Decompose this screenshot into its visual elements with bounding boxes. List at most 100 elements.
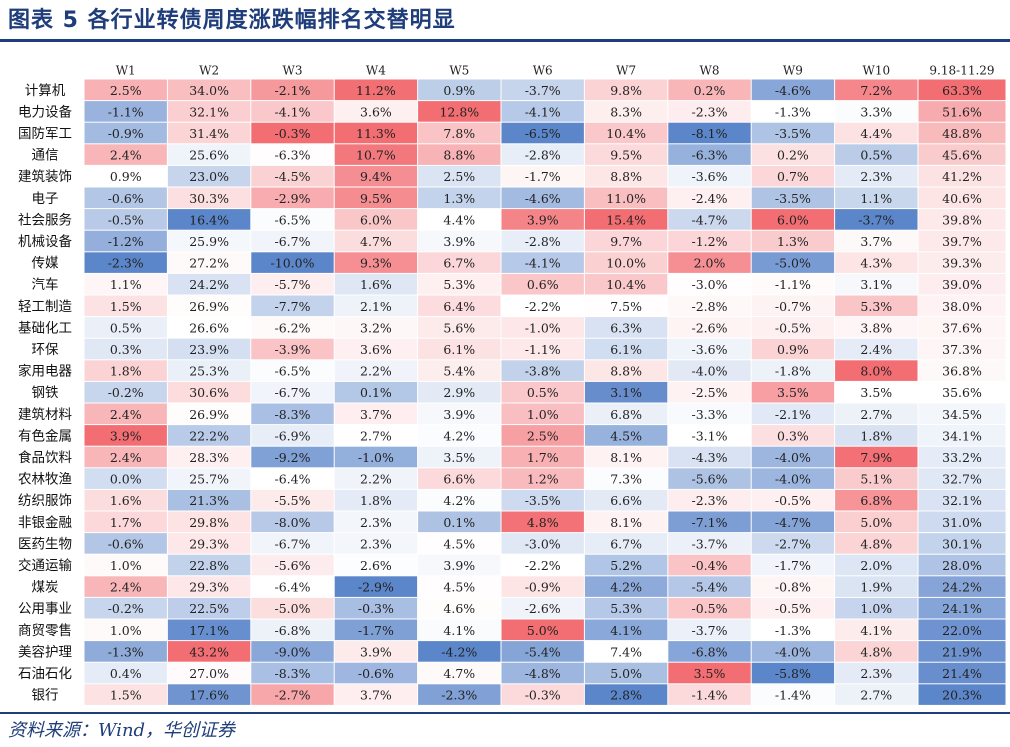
cell-value: 5.4%: [443, 364, 475, 379]
cell-value: -2.4%: [692, 191, 728, 206]
cell-value: -1.0%: [358, 450, 394, 465]
heatmap-cell: [918, 273, 1006, 295]
source-note: 资料来源：Wind，华创证券: [8, 720, 236, 741]
cell-value: 0.9%: [110, 169, 142, 184]
cell-value: 3.9%: [110, 428, 142, 443]
cell-value: -0.7%: [775, 299, 811, 314]
cell-value: -3.1%: [692, 428, 728, 443]
cell-value: -6.4%: [275, 580, 311, 595]
heatmap-cell: [418, 295, 501, 317]
cell-value: 20.3%: [942, 688, 982, 703]
heatmap-cell: [418, 403, 501, 425]
cell-value: 16.4%: [189, 212, 229, 227]
heatmap-cell: [501, 489, 584, 511]
cell-value: 26.6%: [189, 320, 229, 335]
heatmap-cell: [584, 122, 668, 144]
cell-value: 51.6%: [942, 104, 982, 119]
cell-value: 24.1%: [942, 601, 982, 616]
cell-value: 2.6%: [360, 558, 392, 573]
cell-value: 9.7%: [610, 234, 642, 249]
heatmap-cell: [251, 511, 334, 533]
heatmap-cell: [501, 425, 584, 446]
cell-value: 4.8%: [860, 644, 892, 659]
heatmap-cell: [668, 101, 751, 122]
heatmap-cell: [918, 209, 1006, 230]
cell-value: -1.1%: [775, 277, 811, 292]
heatmap-cell: [918, 662, 1006, 684]
heatmap-cell: [584, 425, 668, 446]
row-label: 纺织服饰: [18, 493, 72, 509]
heatmap-cell: [251, 295, 334, 317]
heatmap-cell: [918, 597, 1006, 619]
heatmap-cell: [84, 468, 167, 489]
heatmap-cell: [918, 317, 1006, 338]
row-label: 汽车: [32, 276, 59, 293]
heatmap-cell: [167, 165, 251, 187]
heatmap-cell: [251, 360, 334, 381]
heatmap-cell: [751, 554, 835, 576]
heatmap-cell: [84, 273, 167, 295]
heatmap-cell: [251, 338, 334, 360]
cell-value: 34.5%: [942, 407, 982, 422]
cell-value: 6.1%: [610, 342, 642, 357]
cell-value: -4.3%: [692, 450, 728, 465]
heatmap-cell: [835, 317, 918, 338]
heatmap-cell: [167, 252, 251, 273]
cell-value: -9.2%: [275, 450, 311, 465]
cell-value: 8.1%: [610, 515, 642, 530]
cell-value: -7.7%: [275, 299, 311, 314]
heatmap-cell: [668, 597, 751, 619]
cell-value: 2.8%: [610, 688, 642, 703]
row-label: 石油石化: [18, 666, 72, 682]
cell-value: 2.4%: [110, 407, 142, 422]
heatmap-cell: [835, 144, 918, 165]
cell-value: 15.4%: [606, 212, 646, 227]
cell-value: -1.8%: [775, 364, 811, 379]
heatmap-cell: [835, 230, 918, 252]
heatmap-cell: [668, 381, 751, 403]
heatmap-cell: [751, 317, 835, 338]
cell-value: 22.2%: [189, 428, 229, 443]
cell-value: 10.4%: [606, 277, 646, 292]
cell-value: 10.7%: [356, 148, 396, 163]
cell-value: 2.1%: [360, 299, 392, 314]
cell-value: 0.9%: [777, 342, 809, 357]
cell-value: 5.0%: [527, 623, 559, 638]
heatmap-cell: [668, 468, 751, 489]
cell-value: -1.4%: [775, 688, 811, 703]
heatmap-cell: [334, 554, 418, 576]
heatmap-cell: [668, 187, 751, 209]
cell-value: 5.1%: [860, 472, 892, 487]
cell-value: 7.3%: [610, 472, 642, 487]
cell-value: 0.2%: [777, 148, 809, 163]
heatmap-cell: [501, 403, 584, 425]
heatmap-cell: [251, 425, 334, 446]
cell-value: 1.8%: [360, 493, 392, 508]
heatmap-cell: [418, 317, 501, 338]
heatmap-cell: [167, 511, 251, 533]
heatmap-cell: [84, 684, 167, 705]
heatmap-cell: [918, 101, 1006, 122]
heatmap-cell: [84, 576, 167, 597]
heatmap-cell: [751, 619, 835, 641]
heatmap-cell: [584, 317, 668, 338]
heatmap-cell: [501, 209, 584, 230]
heatmap-cell: [668, 425, 751, 446]
cell-value: -3.6%: [692, 169, 728, 184]
cell-value: -3.7%: [692, 536, 728, 551]
heatmap-cell: [751, 425, 835, 446]
heatmap-cell: [167, 187, 251, 209]
heatmap-cell: [835, 295, 918, 317]
cell-value: -6.5%: [525, 126, 561, 141]
cell-value: 39.7%: [942, 234, 982, 249]
heatmap-cell: [334, 533, 418, 554]
cell-value: -6.8%: [692, 644, 728, 659]
cell-value: 28.0%: [942, 558, 982, 573]
cell-value: -0.9%: [108, 126, 144, 141]
heatmap-cell: [251, 101, 334, 122]
cell-value: 2.5%: [527, 428, 559, 443]
cell-value: -1.0%: [525, 320, 561, 335]
heatmap-cell: [501, 165, 584, 187]
heatmap-cell: [668, 403, 751, 425]
cell-value: 6.8%: [860, 493, 892, 508]
